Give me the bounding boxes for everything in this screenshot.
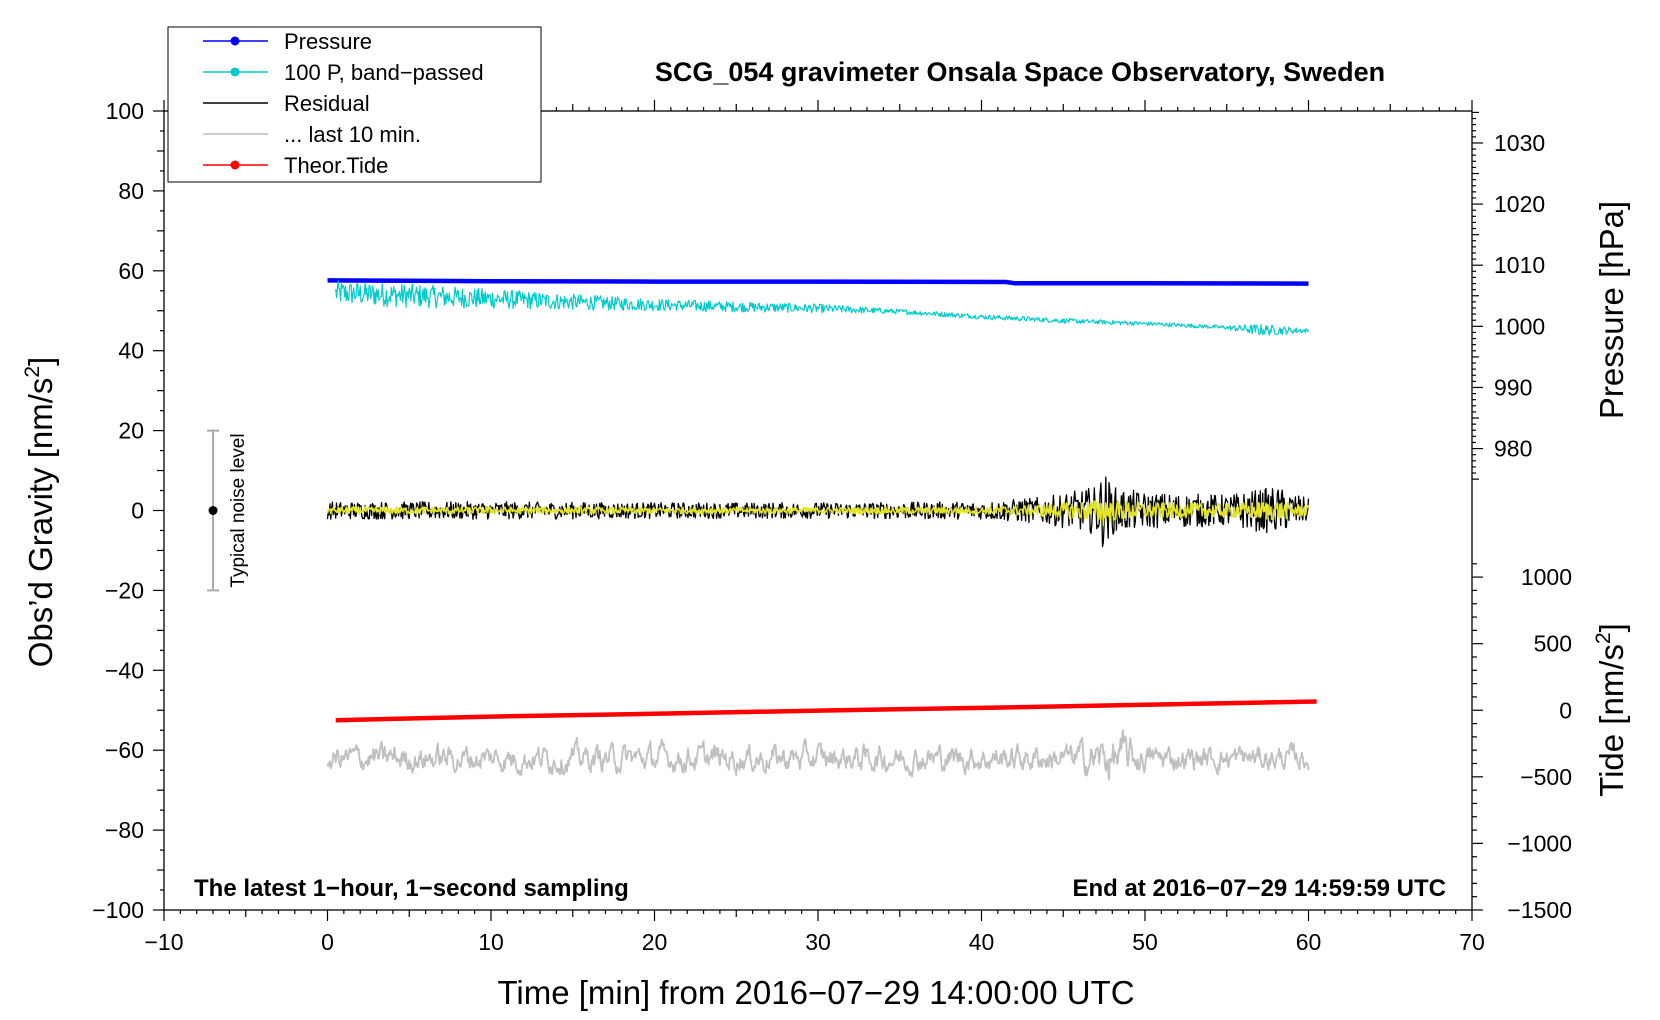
y-tick-label: −40: [105, 657, 144, 683]
y-axis-pressure-label: Pressure [hPa]: [1593, 201, 1630, 419]
y-tick-label: −100: [92, 897, 144, 923]
annotation-sampling: The latest 1−hour, 1−second sampling: [194, 875, 629, 902]
y-axis-gravity-label: Obs’d Gravity [nm/s2]: [21, 357, 59, 668]
legend: Pressure 100 P, band−passed Residual ... la…: [167, 26, 542, 183]
tide-tick-label: 1000: [1521, 564, 1572, 590]
legend-box: [167, 26, 542, 183]
y-axis-gravity: −100 −80 −60 −40 −20 0 20 40 60 80 100: [92, 98, 164, 923]
series-layer: [326, 278, 1317, 781]
pressure-tick-label: 1000: [1494, 313, 1545, 339]
y-axis-gravity-label-main: Obs’d Gravity [nm/s: [22, 378, 59, 668]
y-axis-tide-label-sup: 2: [1592, 632, 1615, 644]
x-tick-label: 0: [321, 929, 334, 955]
tide-tick-label: 500: [1534, 631, 1572, 657]
pressure-tick-label: 1030: [1494, 130, 1545, 156]
legend-marker-100-p-band-passed: [230, 67, 240, 77]
legend-label-residual: Residual: [284, 91, 370, 116]
legend-marker-theor-tide: [230, 160, 240, 170]
y-axis-tide-label: Tide [nm/s2]: [1592, 623, 1630, 797]
series-last-10-min: [326, 729, 1310, 781]
y-tick-label: 100: [106, 98, 144, 124]
series-100-p-band-passed: [335, 280, 1310, 336]
series-pressure: [327, 278, 1309, 286]
x-tick-label: 10: [478, 929, 504, 955]
x-tick-label: 50: [1132, 929, 1158, 955]
x-axis: −10 0 10 20 30 40 50 60 70: [144, 100, 1485, 955]
y-axis-pressure: 980 990 1000 1010 1020 1030: [1472, 111, 1545, 480]
noise-bar-group: Typical noise level: [207, 429, 249, 592]
y-tick-label: 60: [118, 258, 144, 284]
noise-label: Typical noise level: [228, 433, 249, 587]
y-tick-label: −60: [105, 737, 144, 763]
y-tick-label: 40: [118, 338, 144, 364]
legend-label-100-p-band-passed: 100 P, band−passed: [284, 60, 484, 85]
x-tick-label: 70: [1459, 929, 1485, 955]
legend-items: Pressure 100 P, band−passed Residual ... la…: [203, 29, 484, 178]
y-axis-gravity-label-sup: 2: [21, 366, 44, 378]
y-tick-label: −80: [105, 817, 144, 843]
chart-title: SCG_054 gravimeter Onsala Space Observat…: [655, 57, 1385, 87]
tide-tick-label: −500: [1520, 764, 1572, 790]
y-tick-label: −20: [105, 577, 144, 603]
x-axis-label: Time [min] from 2016−07−29 14:00:00 UTC: [497, 974, 1134, 1011]
y-axis-tide-label-end: ]: [1593, 623, 1630, 632]
x-tick-label: 20: [642, 929, 668, 955]
y-tick-label: 20: [118, 418, 144, 444]
tide-tick-label: 0: [1559, 697, 1572, 723]
legend-label-pressure: Pressure: [284, 29, 372, 54]
legend-marker-pressure: [230, 36, 240, 46]
y-tick-label: 0: [131, 498, 144, 524]
pressure-tick-label: 990: [1494, 374, 1532, 400]
y-tick-label: 80: [118, 178, 144, 204]
y-axis-tide-label-main: Tide [nm/s: [1593, 644, 1630, 797]
annotation-end-time: End at 2016−07−29 14:59:59 UTC: [1072, 875, 1446, 902]
tide-tick-label: −1500: [1507, 897, 1572, 923]
tide-tick-label: −1000: [1507, 830, 1572, 856]
y-axis-gravity-label-end: ]: [22, 357, 59, 366]
series-residual-smoothed: [326, 500, 1310, 526]
noise-bar-center-dot: [208, 506, 218, 515]
legend-label-theor-tide: Theor.Tide: [284, 153, 388, 178]
x-tick-label: 60: [1296, 929, 1322, 955]
series-theor-tide: [335, 699, 1317, 723]
x-tick-label: −10: [144, 929, 183, 955]
pressure-tick-label: 1010: [1494, 252, 1545, 278]
legend-label-last-10-min: ... last 10 min.: [284, 122, 421, 147]
y-axis-tide: −1500 −1000 −500 0 500 1000: [1472, 563, 1572, 923]
pressure-tick-label: 1020: [1494, 191, 1545, 217]
x-tick-label: 40: [969, 929, 995, 955]
pressure-tick-label: 980: [1494, 436, 1532, 462]
x-tick-label: 30: [805, 929, 831, 955]
